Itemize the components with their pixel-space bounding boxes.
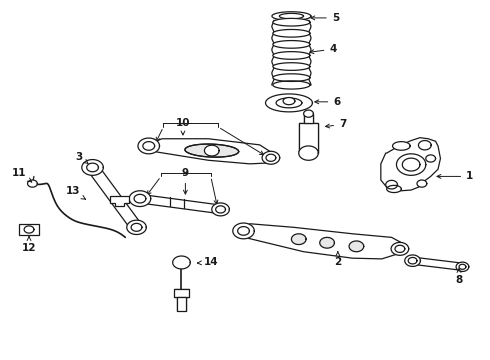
Text: 9: 9 — [182, 168, 189, 194]
Polygon shape — [387, 185, 401, 193]
Text: 4: 4 — [310, 44, 337, 54]
Text: 10: 10 — [176, 118, 190, 135]
Text: 8: 8 — [455, 269, 463, 285]
Polygon shape — [273, 51, 310, 59]
Polygon shape — [386, 180, 397, 189]
Polygon shape — [204, 145, 219, 156]
Polygon shape — [139, 194, 221, 213]
Polygon shape — [283, 98, 295, 105]
Polygon shape — [292, 234, 306, 244]
Polygon shape — [19, 224, 39, 235]
Polygon shape — [391, 242, 409, 255]
Text: 11: 11 — [12, 168, 32, 182]
Polygon shape — [87, 165, 142, 230]
Text: 2: 2 — [334, 252, 342, 267]
Polygon shape — [262, 151, 280, 164]
Polygon shape — [320, 237, 334, 248]
Polygon shape — [299, 123, 318, 153]
Polygon shape — [426, 155, 436, 162]
Polygon shape — [110, 195, 129, 206]
Polygon shape — [127, 220, 147, 234]
Polygon shape — [273, 18, 310, 26]
Text: 14: 14 — [197, 257, 218, 267]
Text: 3: 3 — [75, 152, 88, 163]
Polygon shape — [27, 180, 37, 187]
Polygon shape — [276, 98, 302, 108]
Polygon shape — [456, 262, 469, 271]
Polygon shape — [185, 144, 239, 157]
Polygon shape — [82, 159, 103, 175]
Polygon shape — [174, 289, 189, 297]
Polygon shape — [138, 138, 159, 154]
Polygon shape — [405, 255, 420, 266]
Polygon shape — [176, 297, 186, 311]
Polygon shape — [129, 191, 151, 207]
Polygon shape — [396, 154, 426, 175]
Polygon shape — [349, 241, 364, 252]
Polygon shape — [304, 110, 314, 117]
Text: 6: 6 — [315, 97, 341, 107]
Polygon shape — [212, 203, 229, 216]
Polygon shape — [266, 94, 313, 112]
Polygon shape — [273, 41, 310, 48]
Polygon shape — [172, 256, 190, 269]
Text: 13: 13 — [66, 186, 86, 199]
Polygon shape — [412, 257, 463, 270]
Text: 1: 1 — [437, 171, 473, 181]
Polygon shape — [233, 223, 254, 239]
Polygon shape — [273, 30, 310, 37]
Polygon shape — [299, 146, 318, 160]
Polygon shape — [239, 224, 406, 259]
Polygon shape — [418, 140, 431, 150]
Polygon shape — [273, 81, 310, 89]
Polygon shape — [145, 139, 274, 164]
Text: 7: 7 — [325, 120, 346, 129]
Polygon shape — [273, 74, 310, 81]
Text: 12: 12 — [22, 237, 36, 253]
Polygon shape — [273, 63, 310, 70]
Polygon shape — [392, 141, 410, 150]
Polygon shape — [381, 138, 441, 191]
Polygon shape — [417, 180, 427, 187]
Text: 5: 5 — [311, 13, 339, 23]
Polygon shape — [272, 12, 311, 21]
Polygon shape — [304, 114, 314, 123]
